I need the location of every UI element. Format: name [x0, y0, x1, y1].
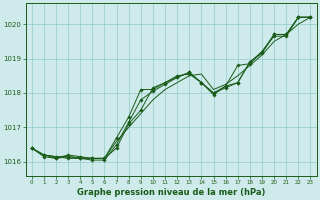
X-axis label: Graphe pression niveau de la mer (hPa): Graphe pression niveau de la mer (hPa)	[77, 188, 265, 197]
